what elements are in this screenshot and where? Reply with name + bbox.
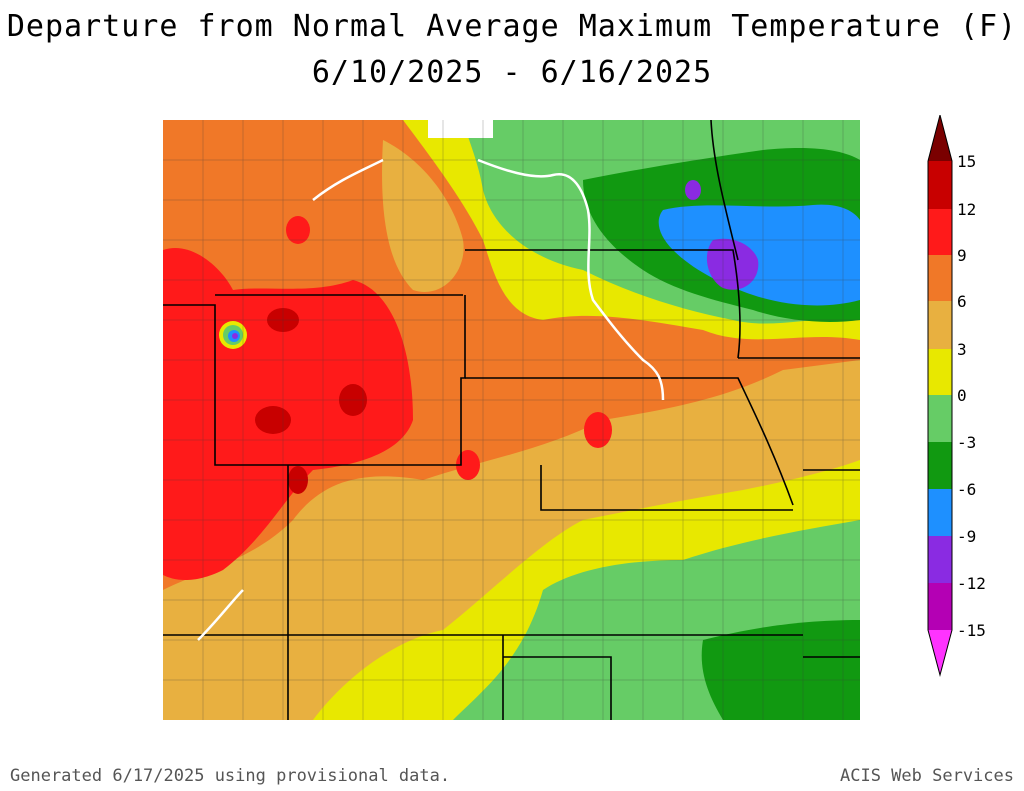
legend-swatch-15-12: [928, 161, 952, 209]
legend-label-3: 3: [957, 340, 967, 359]
legend-label-12: 12: [957, 200, 977, 219]
legend-bottom-arrow: [928, 630, 952, 675]
region-9-12-spot-1: [584, 412, 612, 448]
legend-label-neg3: -3: [957, 433, 977, 452]
legend-colorbar: [927, 115, 953, 677]
map-date-range: 6/10/2025 - 6/16/2025: [311, 55, 713, 90]
region-neg9-neg12: [706, 238, 759, 290]
legend-label-neg6: -6: [957, 480, 977, 499]
region-9-12-spot-3: [456, 450, 480, 480]
color-legend: 15 12 9 6 3 0 -3 -6 -9 -12 -15: [925, 115, 1024, 680]
map-title: Departure from Normal Average Maximum Te…: [6, 9, 1018, 44]
legend-label-6: 6: [957, 292, 967, 311]
legend-label-neg15: -15: [957, 621, 986, 640]
region-neg3-neg6-southeast: [701, 620, 860, 720]
legend-swatch-neg6-neg9: [928, 489, 952, 536]
state-boundaries: [163, 120, 860, 720]
cold-spot-purple: [232, 333, 238, 339]
legend-label-0: 0: [957, 386, 967, 405]
legend-swatch-12-9: [928, 209, 952, 255]
rivers: [197, 158, 665, 641]
no-data-notch: [428, 120, 493, 138]
source-credit: ACIS Web Services: [840, 766, 1014, 786]
legend-label-15: 15: [957, 152, 977, 171]
legend-swatch-neg3-neg6: [928, 442, 952, 489]
legend-swatch-neg9-neg12: [928, 536, 952, 583]
legend-swatch-9-6: [928, 255, 952, 301]
legend-swatch-6-3: [928, 301, 952, 349]
legend-swatch-neg12-neg15: [928, 583, 952, 630]
legend-top-arrow: [928, 115, 952, 161]
legend-label-neg9: -9: [957, 527, 977, 546]
region-12-15-spot-3: [255, 406, 291, 434]
region-9-12-spot-2: [286, 216, 310, 244]
region-neg6-neg9: [658, 204, 860, 306]
temperature-departure-map: [163, 120, 860, 720]
legend-swatch-0-neg3: [928, 395, 952, 442]
region-neg9-neg12-spot: [685, 180, 701, 200]
legend-label-9: 9: [957, 246, 967, 265]
legend-swatch-3-0: [928, 349, 952, 395]
legend-label-neg12: -12: [957, 574, 986, 593]
generated-note: Generated 6/17/2025 using provisional da…: [10, 766, 451, 786]
map-canvas: [163, 120, 860, 720]
county-lines: [163, 120, 860, 720]
